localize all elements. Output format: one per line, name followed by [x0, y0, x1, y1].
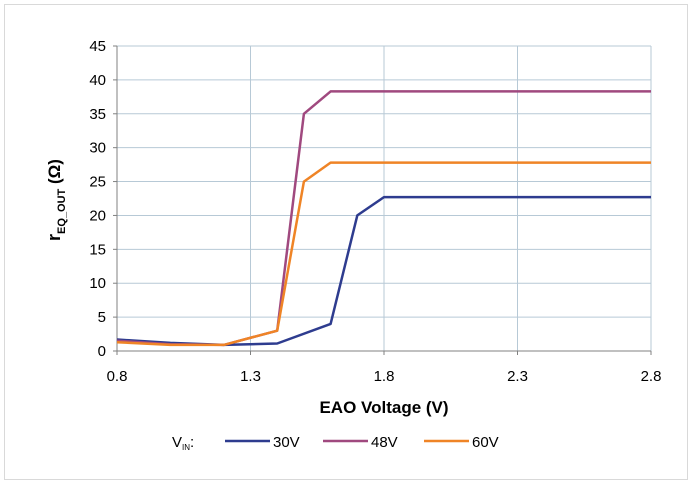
legend: VIN: 30V 48V 60V — [172, 434, 499, 452]
legend-title-sub: IN — [182, 443, 190, 452]
x-tick-label: 0.8 — [107, 368, 128, 385]
legend-title-main: V — [172, 434, 182, 451]
legend-label-60V: 60V — [472, 434, 499, 451]
y-tick-label: 10 — [89, 275, 106, 292]
x-axis-title: EAO Voltage (V) — [319, 398, 448, 417]
series-line-60V — [116, 161, 651, 347]
x-tick-label: 2.8 — [641, 368, 662, 385]
legend-items: 30V 48V 60V — [225, 434, 499, 451]
x-tick-label: 2.3 — [507, 368, 528, 385]
axes — [113, 45, 652, 355]
y-axis-title: rEQ_OUT (Ω) — [44, 159, 68, 241]
y-tick-label: 45 — [89, 38, 106, 55]
y-tick-label: 5 — [98, 309, 106, 326]
y-tick-label: 35 — [89, 106, 106, 123]
y-tick-label: 0 — [98, 343, 106, 360]
legend-label-48V: 48V — [371, 434, 398, 451]
x-tick-label: 1.3 — [240, 368, 261, 385]
legend-title-suffix: : — [190, 434, 194, 451]
x-tick-label: 1.8 — [374, 368, 395, 385]
series-lines — [116, 90, 651, 347]
y-tick-label: 15 — [89, 241, 106, 258]
y-tick-label: 40 — [89, 72, 106, 89]
legend-label-30V: 30V — [273, 434, 300, 451]
chart-frame — [4, 4, 688, 480]
y-tick-label: 20 — [89, 207, 106, 224]
y-axis-title-main: r — [44, 234, 64, 241]
x-tick-labels: 0.8 1.3 1.8 2.3 2.8 — [107, 368, 662, 385]
legend-title: VIN: — [172, 434, 194, 452]
y-axis-title-unit: (Ω) — [45, 159, 64, 189]
y-tick-labels: 0 5 10 15 20 25 30 35 40 45 — [89, 38, 106, 360]
y-axis-title-sub: EQ_OUT — [56, 188, 68, 234]
y-tick-label: 30 — [89, 140, 106, 157]
y-tick-label: 25 — [89, 174, 106, 191]
